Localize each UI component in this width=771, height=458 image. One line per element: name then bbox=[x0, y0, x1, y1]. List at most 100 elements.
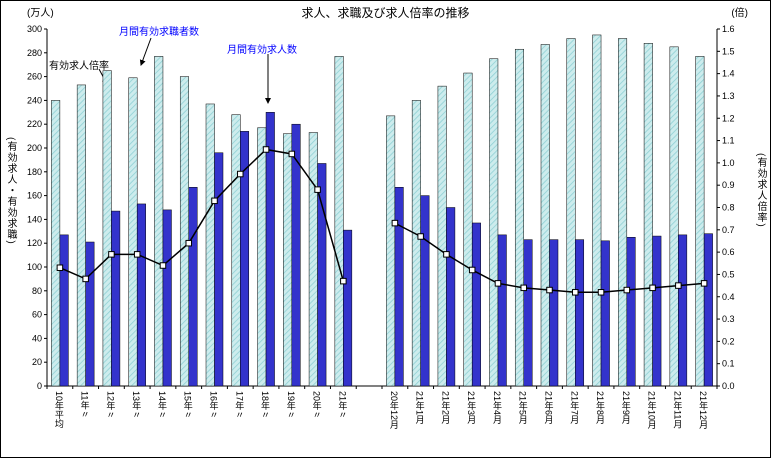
ratio-marker bbox=[572, 289, 579, 296]
bar-openings bbox=[652, 235, 662, 387]
right-tick-label: 0.5 bbox=[722, 269, 735, 279]
seekers-annotation-arrow bbox=[139, 37, 152, 66]
right-tick-label: 1.1 bbox=[722, 136, 735, 146]
bar-seekers bbox=[76, 84, 86, 387]
left-tick-label: 260 bbox=[27, 72, 42, 82]
bar-seekers bbox=[669, 46, 679, 387]
right-tick-label: 0.3 bbox=[722, 314, 735, 324]
bar-seekers bbox=[566, 38, 576, 387]
bar-seekers bbox=[257, 127, 267, 387]
ratio-marker bbox=[597, 289, 605, 296]
bar-openings bbox=[317, 163, 327, 387]
ratio-marker bbox=[675, 282, 682, 289]
left-axis-title: (有効求人・有効求職) bbox=[5, 137, 16, 245]
bar-openings bbox=[549, 239, 559, 387]
left-tick-label: 200 bbox=[27, 143, 42, 153]
bar-openings bbox=[471, 222, 481, 387]
bar-seekers bbox=[231, 114, 241, 387]
ratio-marker bbox=[494, 280, 502, 287]
right-tick-label: 1.5 bbox=[722, 46, 735, 56]
left-tick-label: 100 bbox=[27, 262, 42, 272]
bar-seekers bbox=[51, 100, 61, 387]
openings-series-label: 月間有効求人数 bbox=[227, 45, 297, 56]
bar-seekers bbox=[514, 48, 524, 387]
bar-seekers bbox=[283, 133, 293, 387]
ratio-line bbox=[59, 148, 345, 282]
right-tick-label: 0.2 bbox=[722, 336, 735, 346]
bar-openings bbox=[111, 210, 121, 387]
seekers-series-label: 月間有効求職者数 bbox=[119, 27, 199, 38]
bar-openings bbox=[446, 207, 456, 387]
bar-seekers bbox=[386, 115, 396, 387]
bar-openings bbox=[59, 234, 69, 387]
right-axis-unit-label: (倍) bbox=[731, 8, 748, 19]
bar-seekers bbox=[463, 72, 473, 387]
right-tick-label: 1.4 bbox=[722, 69, 735, 79]
bar-openings bbox=[136, 203, 146, 387]
bar-seekers bbox=[128, 77, 138, 387]
bar-seekers bbox=[618, 38, 628, 387]
bar-seekers bbox=[540, 44, 550, 387]
right-tick-label: 1.6 bbox=[722, 24, 735, 34]
left-axis-unit-label: (万人) bbox=[27, 8, 54, 19]
bar-openings bbox=[420, 195, 430, 387]
left-tick-label: 60 bbox=[32, 310, 42, 320]
right-axis-title: (有効求人倍率) bbox=[755, 153, 766, 228]
ratio-marker bbox=[623, 286, 631, 294]
left-tick-label: 300 bbox=[27, 24, 42, 34]
bar-openings bbox=[523, 239, 533, 387]
bar-openings bbox=[497, 234, 507, 387]
right-tick-label: 0.9 bbox=[722, 180, 735, 190]
ratio-marker bbox=[262, 146, 270, 153]
ratio-marker bbox=[56, 264, 64, 271]
ratio-marker bbox=[211, 197, 218, 205]
ratio-marker bbox=[468, 266, 476, 274]
right-tick-label: 0.8 bbox=[722, 203, 735, 213]
ratio-marker bbox=[108, 251, 115, 258]
bar-seekers bbox=[102, 70, 112, 387]
bar-seekers bbox=[334, 56, 344, 387]
right-tick-label: 0.1 bbox=[722, 359, 735, 369]
bar-openings bbox=[291, 123, 301, 387]
ratio-marker bbox=[237, 170, 244, 178]
ratio-marker bbox=[133, 251, 141, 258]
left-tick-label: 280 bbox=[27, 48, 42, 58]
bar-openings bbox=[600, 240, 610, 387]
ratio-marker bbox=[82, 275, 89, 283]
right-tick-label: 1.0 bbox=[722, 158, 735, 168]
left-tick-label: 140 bbox=[27, 214, 42, 224]
right-tick-label: 0.0 bbox=[722, 381, 735, 391]
bar-seekers bbox=[437, 85, 447, 387]
left-tick-label: 80 bbox=[32, 286, 42, 296]
bar-seekers bbox=[154, 56, 164, 387]
right-tick-label: 1.2 bbox=[722, 113, 735, 123]
ratio-marker bbox=[546, 286, 553, 294]
left-tick-label: 240 bbox=[27, 95, 42, 105]
bar-seekers bbox=[592, 34, 602, 387]
left-tick-label: 0 bbox=[37, 381, 42, 391]
left-tick-label: 160 bbox=[27, 191, 42, 201]
ratio-marker bbox=[288, 150, 296, 158]
ratio-marker bbox=[340, 277, 347, 285]
left-tick-label: 220 bbox=[27, 119, 42, 129]
bar-seekers bbox=[205, 103, 215, 387]
bar-seekers bbox=[643, 43, 653, 387]
ratio-marker bbox=[700, 280, 708, 287]
bar-openings bbox=[394, 187, 404, 387]
right-tick-label: 0.6 bbox=[722, 247, 735, 257]
ratio-marker bbox=[185, 239, 192, 247]
right-tick-label: 1.3 bbox=[722, 91, 735, 101]
right-tick-label: 0.4 bbox=[722, 292, 735, 302]
right-tick-label: 0.7 bbox=[722, 225, 735, 235]
bar-seekers bbox=[411, 100, 421, 387]
bar-openings bbox=[678, 234, 688, 387]
bar-openings bbox=[575, 239, 585, 387]
bar-openings bbox=[343, 229, 353, 387]
bar-openings bbox=[240, 131, 250, 387]
ratio-marker bbox=[520, 284, 527, 292]
ratio-series-label: 有効求人倍率 bbox=[49, 61, 109, 72]
bar-seekers bbox=[179, 76, 189, 387]
bar-openings bbox=[214, 152, 224, 387]
